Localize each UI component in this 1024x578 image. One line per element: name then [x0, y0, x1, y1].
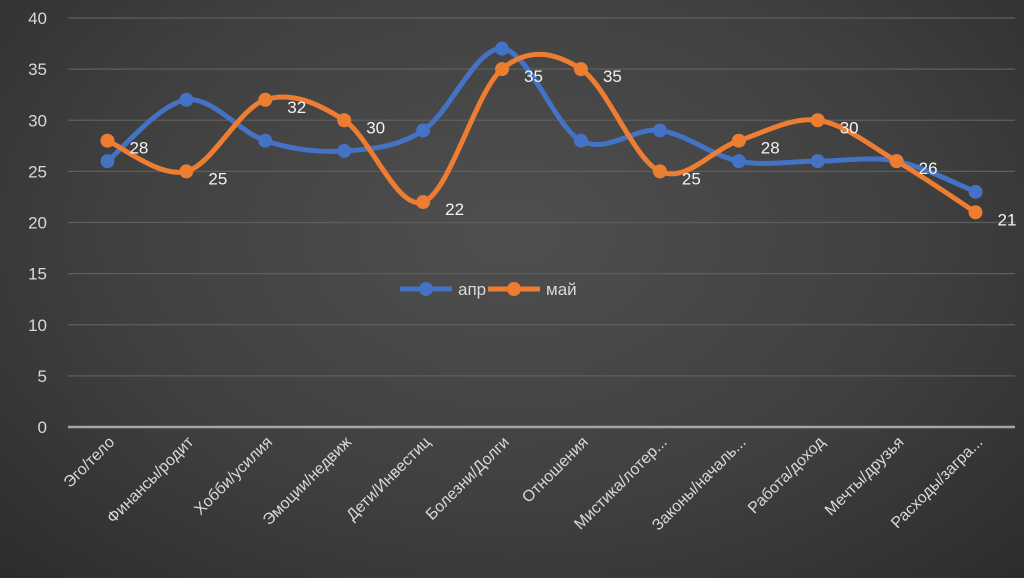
legend-label: май — [546, 280, 577, 299]
data-point — [652, 164, 667, 179]
x-tick-label: Эго/тело — [61, 434, 119, 492]
data-label: 32 — [287, 98, 306, 117]
data-label: 21 — [998, 210, 1017, 229]
gridlines — [68, 17, 1015, 429]
data-label: 30 — [366, 118, 385, 137]
y-tick-label: 30 — [28, 111, 47, 130]
y-tick-label: 20 — [28, 214, 47, 233]
data-label: 26 — [919, 159, 938, 178]
data-point — [968, 205, 983, 220]
x-tick-label: Финансы/родит — [104, 433, 198, 527]
y-tick-label: 25 — [28, 162, 47, 181]
y-tick-label: 40 — [28, 9, 47, 28]
data-label: 35 — [603, 67, 622, 86]
data-point — [495, 62, 510, 77]
series-group — [100, 41, 983, 220]
x-tick-label: Мечты/друзья — [822, 434, 907, 519]
data-point — [968, 184, 983, 199]
data-point — [416, 195, 431, 210]
data-point — [337, 113, 352, 128]
data-label: 28 — [129, 139, 148, 158]
data-point — [100, 154, 115, 169]
x-tick-label: Хобби/усилия — [191, 434, 276, 519]
data-label: 30 — [840, 118, 859, 137]
data-point — [495, 41, 510, 56]
y-tick-label: 10 — [28, 316, 47, 335]
y-tick-label: 5 — [38, 367, 47, 386]
data-label: 28 — [761, 139, 780, 158]
y-axis-ticks: 0 5 10 15 20 25 30 35 40 — [28, 9, 47, 437]
data-point — [731, 133, 746, 148]
data-point — [179, 92, 194, 107]
legend-marker — [419, 282, 433, 296]
data-point — [573, 133, 588, 148]
data-point — [416, 123, 431, 138]
data-point — [258, 133, 273, 148]
y-tick-label: 0 — [38, 418, 47, 437]
data-point — [652, 123, 667, 138]
data-point — [179, 164, 194, 179]
data-label: 25 — [208, 169, 227, 188]
legend[interactable]: апр май — [400, 280, 577, 299]
x-axis-ticks: Эго/телоФинансы/родитХобби/усилияЭмоции/… — [61, 433, 987, 534]
legend-marker — [507, 282, 521, 296]
data-point — [731, 154, 746, 169]
data-labels: 28 25 32 30 22 35 35 25 28 30 26 21 — [129, 67, 1016, 229]
x-tick-label: Эмоции/недвиж — [260, 434, 355, 529]
x-tick-label: Дети/Инвестиц — [344, 434, 434, 524]
legend-label: апр — [458, 280, 486, 299]
x-tick-label: Отношения — [519, 434, 592, 507]
data-point — [258, 92, 273, 107]
data-point — [337, 143, 352, 158]
legend-entry-май[interactable]: май — [488, 280, 577, 299]
legend-entry-апр[interactable]: апр — [400, 280, 486, 299]
data-point — [810, 113, 825, 128]
data-label: 25 — [682, 169, 701, 188]
data-label: 22 — [445, 200, 464, 219]
data-point — [889, 154, 904, 169]
data-point — [100, 133, 115, 148]
data-point — [573, 62, 588, 77]
x-tick-label: Работа/доход — [745, 433, 829, 517]
data-point — [810, 154, 825, 169]
data-label: 35 — [524, 67, 543, 86]
y-tick-label: 15 — [28, 265, 47, 284]
x-tick-label: Болезни/Долги — [423, 434, 513, 524]
y-tick-label: 35 — [28, 60, 47, 79]
